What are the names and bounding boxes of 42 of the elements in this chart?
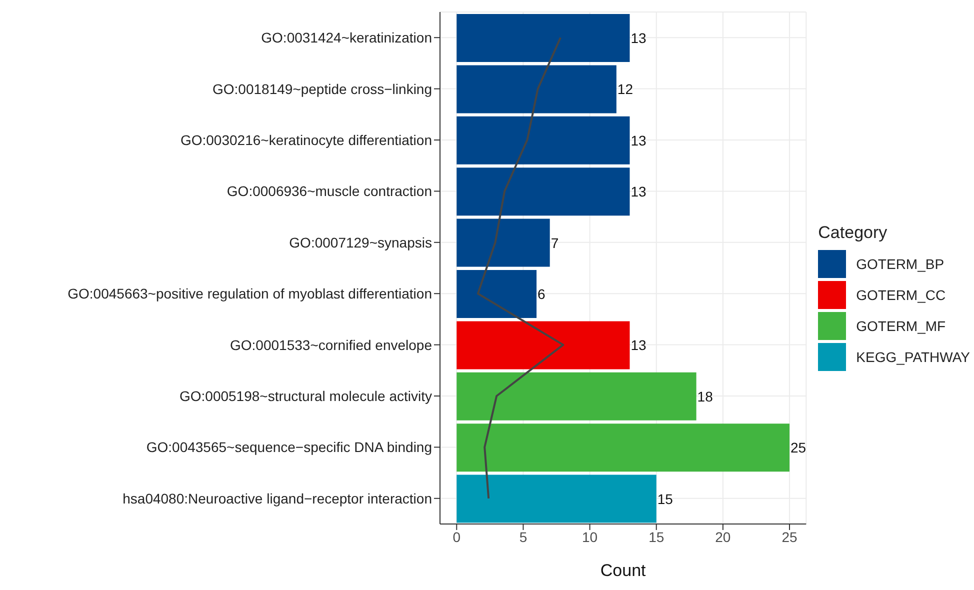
bar [456,218,550,267]
data-label: 13 [630,132,647,148]
bar [456,14,630,62]
data-label: 15 [657,490,674,507]
legend-label: KEGG_PATHWAY [856,349,970,365]
y-tick-label: GO:0030216~keratinocyte differentiation [180,132,432,148]
x-axis-title: Count [600,561,646,580]
data-label: 13 [630,184,647,200]
y-tick-label: GO:0045663~positive regulation of myoblast differentiation [68,286,432,302]
data-label: 18 [697,388,714,404]
y-tick-label: GO:0001533~cornified envelope [230,336,432,353]
bar [456,270,537,318]
x-tick-label: 0 [452,528,461,545]
bar [456,116,630,164]
legend-title: Category [818,223,888,243]
legend-label: GOTERM_BP [856,256,944,272]
data-label: 12 [617,81,634,98]
data-label: 7 [550,234,559,251]
bar [456,168,630,216]
bar [456,424,790,472]
y-tick-label: GO:0007129~synapsis [289,234,432,250]
legend-label: GOTERM_MF [856,318,946,334]
data-label: 6 [538,286,546,302]
bar [456,321,630,370]
y-tick-label: GO:0031424~keratinization [261,30,432,46]
bar [456,474,656,523]
y-tick-label: GO:0043565~sequence−specific DNA binding [146,439,432,456]
x-tick-label: 15 [648,528,664,545]
data-label: 13 [630,30,647,46]
data-label: 25 [790,440,806,456]
y-tick-label: hsa04080:Neuroactive ligand−receptor interaction [122,490,432,506]
y-tick-label: GO:0006936~muscle contraction [226,183,432,200]
y-tick-label: GO:0005198~structural molecule activity [179,388,432,404]
legend-label: GOTERM_CC [856,287,946,303]
bar [456,372,696,420]
x-tick-label: 10 [582,528,598,545]
x-tick-label: 25 [782,528,798,545]
x-tick-label: 20 [715,528,731,545]
x-tick-label: 5 [519,528,528,545]
y-tick-label: GO:0018149~peptide cross−linking [212,80,432,97]
bar [456,65,616,114]
data-label: 13 [630,337,647,354]
